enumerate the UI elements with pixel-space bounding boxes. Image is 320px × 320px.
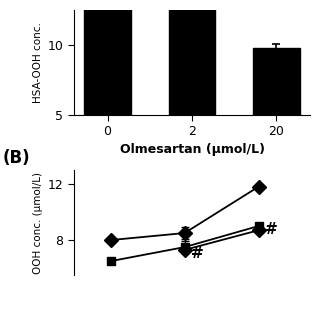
- X-axis label: Olmesartan (μmol/L): Olmesartan (μmol/L): [119, 143, 265, 156]
- Bar: [253, 48, 300, 185]
- Text: #: #: [190, 246, 203, 261]
- Bar: [169, 0, 215, 185]
- Y-axis label: HSA-OOH conc.: HSA-OOH conc.: [33, 22, 43, 103]
- Y-axis label: OOH conc. (μmol/L): OOH conc. (μmol/L): [33, 172, 43, 274]
- Text: #: #: [265, 222, 277, 237]
- Bar: [84, 0, 131, 185]
- Text: (B): (B): [3, 149, 30, 167]
